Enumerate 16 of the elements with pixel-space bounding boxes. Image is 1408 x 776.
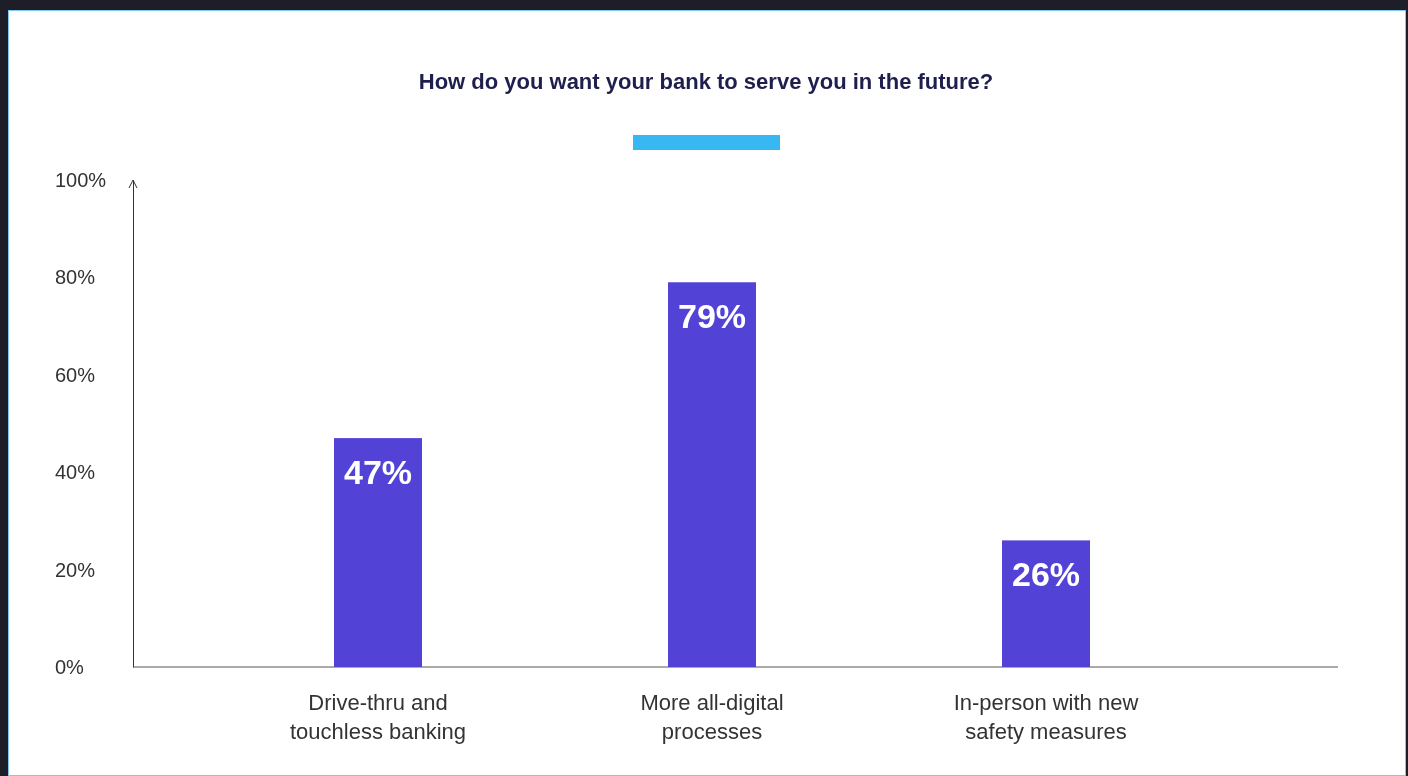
x-tick-label: Drive-thru and touchless banking: [289, 690, 467, 744]
y-tick-label: 40%: [55, 461, 96, 484]
bar: [1002, 540, 1090, 667]
y-tick-label: 100%: [55, 168, 107, 191]
bar: [668, 282, 756, 667]
data-label: 47%: [343, 453, 413, 492]
y-tick-label: 60%: [55, 363, 96, 386]
y-tick-label: 80%: [55, 266, 96, 289]
chart-title: How do you want your bank to serve you in the future?: [418, 69, 994, 94]
y-tick-label: 20%: [55, 558, 96, 581]
data-label: 26%: [1011, 555, 1081, 594]
data-label: 79%: [677, 297, 747, 336]
x-tick-label: In-person with new safety measures: [953, 690, 1139, 744]
x-tick-label: More all-digital processes: [640, 690, 784, 744]
bar: [334, 438, 422, 667]
y-tick-label: 0%: [55, 655, 85, 678]
